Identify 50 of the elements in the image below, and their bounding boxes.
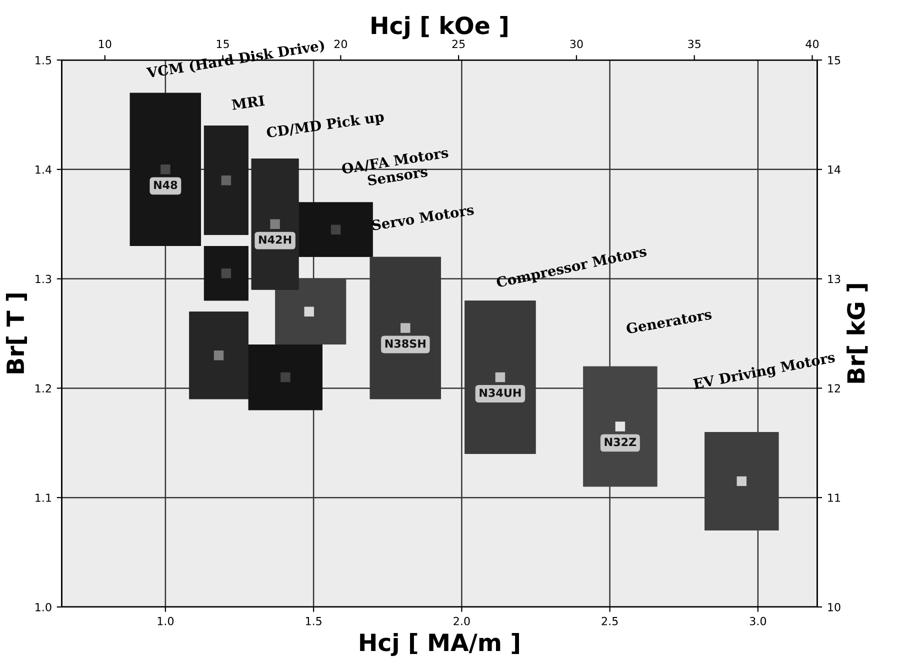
x-tick-label: 3.0 <box>750 616 766 626</box>
point <box>214 350 224 360</box>
point <box>270 219 280 229</box>
y2-tick-label: 15 <box>828 56 840 64</box>
x2-tick-label: 15 <box>216 40 229 48</box>
point <box>221 268 232 278</box>
point <box>280 372 290 382</box>
y-tick-label: 1.5 <box>36 56 52 64</box>
x2-tick-label: 40 <box>806 40 819 48</box>
x2-tick-label: 25 <box>452 40 465 48</box>
data-label: N32Z <box>604 438 636 446</box>
x2-tick-label: 30 <box>570 40 583 48</box>
y2-tick-label: 10 <box>828 602 840 612</box>
y-tick-label: 1.1 <box>36 494 51 502</box>
y-tick-label: 1.2 <box>36 384 51 392</box>
y2-tick-label: 12 <box>828 384 840 392</box>
x-tick-label: 1.0 <box>158 616 174 626</box>
x2-tick-label: 35 <box>688 40 700 48</box>
x2-axis-title: Hcj [ kOe ] <box>372 16 508 40</box>
data-label: N38SH <box>385 339 426 348</box>
point <box>304 306 314 316</box>
annotation: Generators <box>626 308 712 334</box>
y2-tick-label: 11 <box>828 494 840 502</box>
y-tick-label: 1.4 <box>36 166 52 174</box>
point <box>160 164 170 174</box>
point <box>736 476 747 486</box>
x-tick-label: 1.5 <box>306 617 322 626</box>
point <box>330 224 341 234</box>
x2-tick-label: 10 <box>99 40 112 48</box>
y2-tick-label: 14 <box>828 166 840 174</box>
y-tick-label: 1.3 <box>36 274 52 284</box>
x-tick-label: 2.5 <box>602 616 618 626</box>
x2-tick-label: 20 <box>334 40 348 48</box>
data-label: N48 <box>154 180 178 190</box>
y-axis-title: Br[ T ] <box>6 294 27 374</box>
annotation: OA/FA Motors Sensors <box>341 146 449 186</box>
point <box>615 422 626 432</box>
x-tick-label: 2.0 <box>454 616 470 626</box>
annotation: CD/MD Pick up <box>266 110 385 141</box>
point <box>221 175 232 186</box>
point <box>400 323 410 333</box>
y2-tick-label: 13 <box>828 274 840 284</box>
data-label: N42H <box>259 235 292 244</box>
y2-axis-title: Br[ kG ] <box>846 284 868 383</box>
x-axis-title: Hcj [ MA/m ] <box>360 633 519 656</box>
annotation: Servo Motors <box>371 204 474 231</box>
y-tick-label: 1.0 <box>36 602 52 612</box>
annotation: MRI <box>232 95 265 110</box>
data-label: N34UH <box>480 388 521 397</box>
point <box>495 372 506 382</box>
